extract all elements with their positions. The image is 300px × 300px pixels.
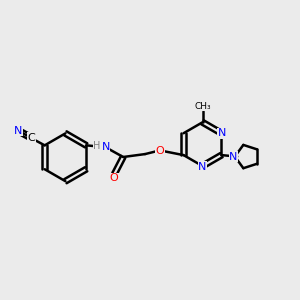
- Text: NH: NH: [94, 142, 110, 152]
- Text: H: H: [93, 141, 100, 151]
- Text: O: O: [110, 173, 118, 183]
- Text: C: C: [28, 133, 35, 143]
- Text: N: N: [218, 128, 226, 138]
- Text: N: N: [198, 162, 207, 172]
- Text: CH₃: CH₃: [194, 102, 211, 111]
- Text: O: O: [156, 146, 165, 156]
- Text: N: N: [229, 152, 238, 162]
- Text: N: N: [14, 126, 22, 136]
- Text: N: N: [101, 142, 110, 152]
